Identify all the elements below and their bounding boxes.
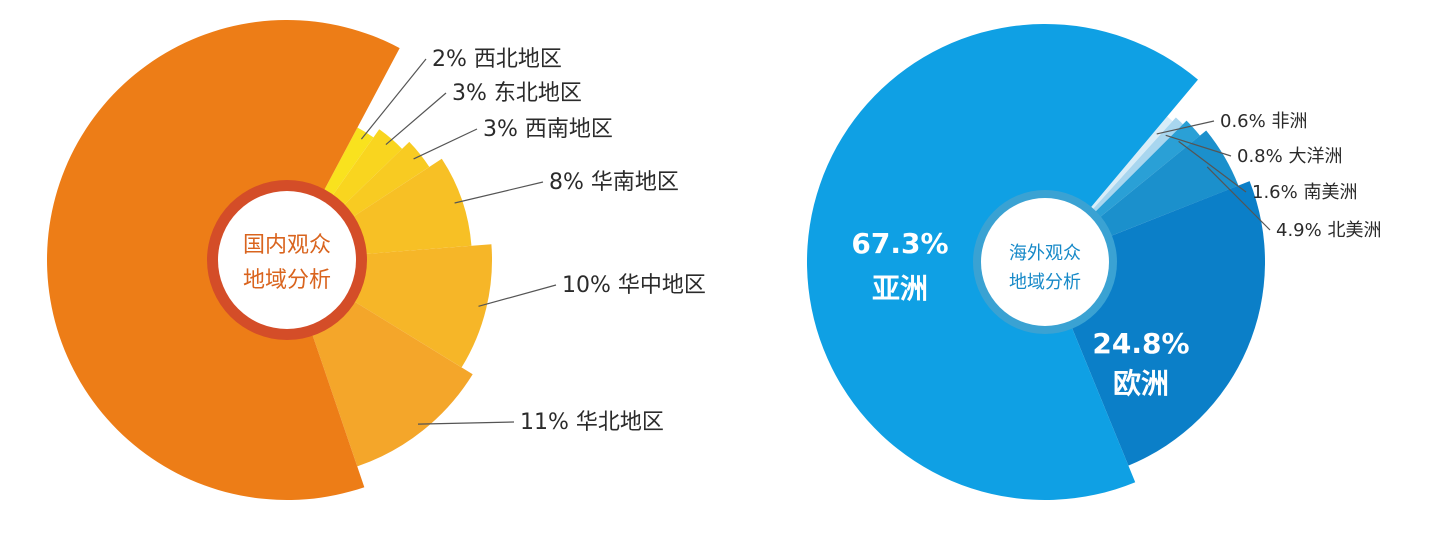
domestic-center-disc	[218, 191, 356, 329]
overseas-leader-line	[1206, 166, 1271, 231]
domestic-center-label-line2: 地域分析	[243, 268, 331, 293]
domestic-slice-label: 10% 华中地区	[562, 273, 706, 298]
domestic-leader-line	[478, 284, 557, 307]
domestic-slice-label: 3% 西南地区	[483, 117, 613, 142]
overseas-leader-line	[1178, 140, 1247, 193]
overseas-europe-name-label: 欧洲	[1113, 367, 1169, 400]
domestic-leader-line	[360, 58, 427, 140]
domestic-leader-line	[454, 181, 544, 204]
overseas-leader-line	[1165, 134, 1232, 157]
domestic-leader-line	[385, 92, 447, 146]
domestic-leader-line	[417, 421, 515, 425]
overseas-pie-chart: 海外观众 地域分析 0.6% 非洲 0.8% 大洋洲 1.6% 南美洲 4.9% 北美…	[806, 23, 1381, 500]
domestic-slice-label: 8% 华南地区	[549, 170, 679, 195]
overseas-europe-percent-label: 24.8%	[1092, 327, 1189, 360]
overseas-asia-percent-label: 67.3%	[851, 227, 948, 260]
domestic-slice-label: 11% 华北地区	[520, 410, 664, 435]
overseas-slice-label: 1.6% 南美洲	[1252, 182, 1357, 203]
domestic-leader-line	[413, 128, 478, 160]
domestic-slice-label: 2% 西北地区	[432, 47, 562, 72]
domestic-center-label-line1: 国内观众	[243, 233, 331, 258]
overseas-slice-label: 0.6% 非洲	[1220, 111, 1307, 132]
overseas-slice-label: 4.9% 北美洲	[1276, 220, 1381, 241]
domestic-pie-chart: 国内观众 地域分析 2% 西北地区 3% 东北地区 3% 西南地区 8% 华南地区 10…	[47, 20, 706, 501]
overseas-slice-label: 0.8% 大洋洲	[1237, 146, 1342, 167]
overseas-center-label-line2: 地域分析	[1009, 272, 1081, 293]
domestic-slice-label: 3% 东北地区	[452, 81, 582, 106]
overseas-leader-line	[1156, 120, 1215, 135]
overseas-center-label-line1: 海外观众	[1009, 243, 1081, 264]
overseas-asia-name-label: 亚洲	[872, 272, 928, 305]
overseas-center-disc	[981, 198, 1109, 326]
